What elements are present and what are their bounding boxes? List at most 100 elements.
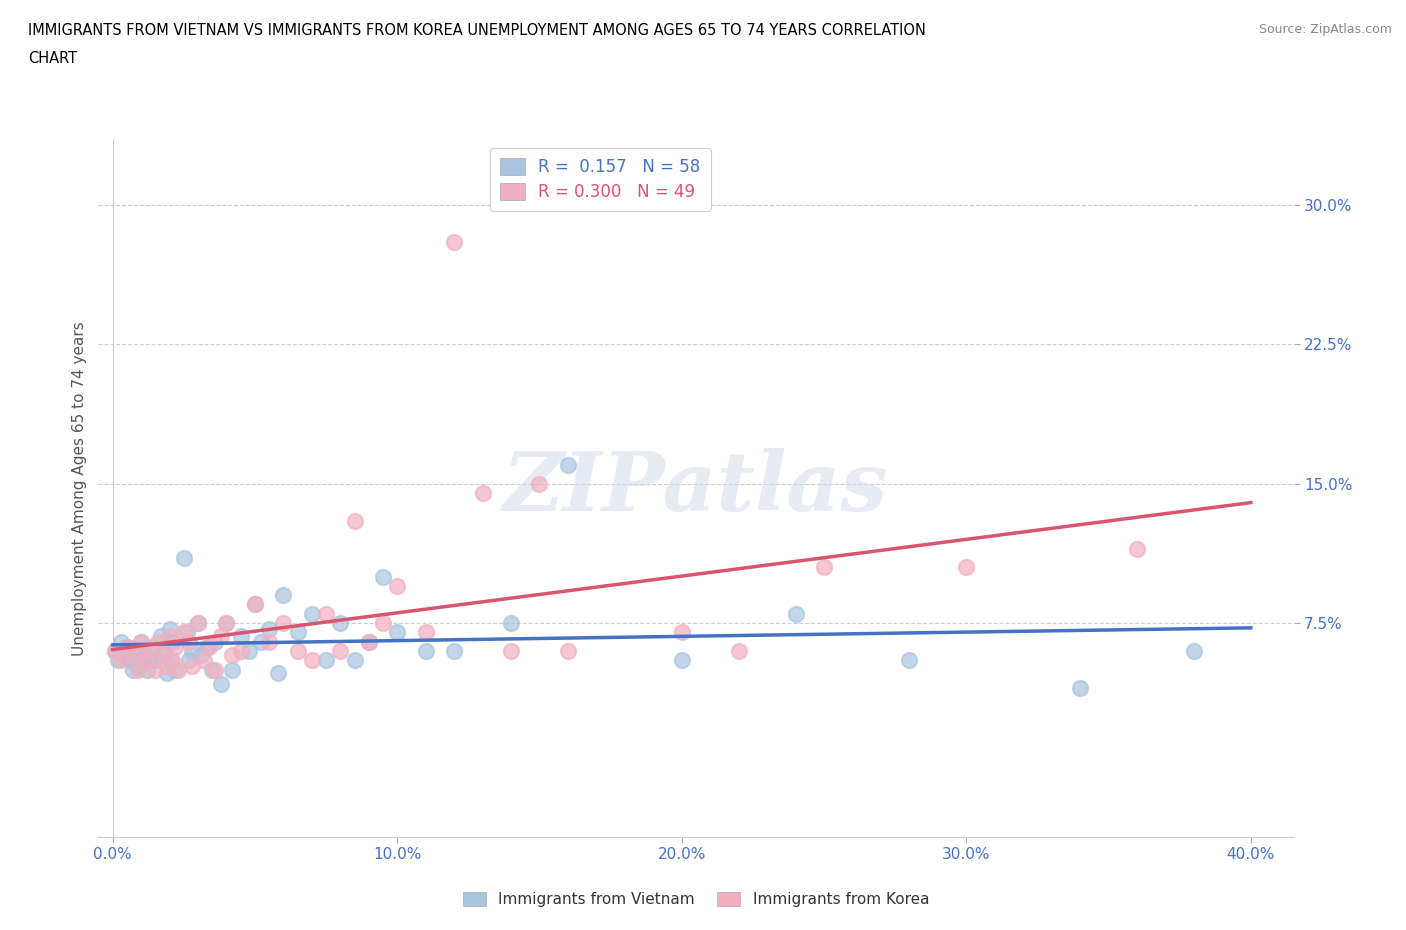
Text: ZIPatlas: ZIPatlas — [503, 448, 889, 528]
Point — [204, 634, 226, 649]
Point — [167, 662, 190, 677]
Point — [343, 513, 366, 528]
Point — [143, 662, 166, 677]
Point — [1126, 541, 1149, 556]
Text: Source: ZipAtlas.com: Source: ZipAtlas.com — [1258, 23, 1392, 36]
Point — [301, 606, 323, 621]
Point — [385, 625, 409, 640]
Point — [243, 597, 266, 612]
Point — [159, 653, 181, 668]
Point — [181, 644, 204, 658]
Point — [118, 653, 141, 668]
Point — [190, 647, 212, 662]
Point — [195, 640, 218, 655]
Point — [124, 644, 146, 658]
Point — [156, 658, 179, 673]
Point — [357, 634, 380, 649]
Point — [138, 653, 160, 668]
Point — [357, 634, 380, 649]
Point — [132, 647, 155, 662]
Point — [127, 662, 149, 677]
Point — [115, 640, 138, 655]
Point — [267, 666, 290, 681]
Point — [209, 677, 232, 692]
Point — [229, 644, 252, 658]
Point — [257, 621, 280, 636]
Point — [301, 653, 323, 668]
Point — [104, 644, 127, 658]
Point — [150, 629, 173, 644]
Point — [529, 476, 551, 491]
Point — [201, 662, 224, 677]
Point — [287, 625, 309, 640]
Point — [112, 647, 135, 662]
Point — [153, 644, 176, 658]
Point — [415, 625, 437, 640]
Point — [371, 616, 394, 631]
Text: IMMIGRANTS FROM VIETNAM VS IMMIGRANTS FROM KOREA UNEMPLOYMENT AMONG AGES 65 TO 7: IMMIGRANTS FROM VIETNAM VS IMMIGRANTS FR… — [28, 23, 927, 38]
Point — [187, 616, 209, 631]
Point — [557, 458, 579, 472]
Point — [243, 597, 266, 612]
Point — [273, 588, 295, 603]
Point — [671, 625, 693, 640]
Point — [138, 644, 160, 658]
Point — [179, 634, 201, 649]
Point — [209, 629, 232, 644]
Point — [129, 634, 152, 649]
Point — [415, 644, 437, 658]
Point — [135, 662, 157, 677]
Point — [173, 625, 195, 640]
Point — [385, 578, 409, 593]
Point — [110, 634, 132, 649]
Point — [315, 606, 337, 621]
Point — [221, 647, 243, 662]
Point — [249, 634, 271, 649]
Point — [215, 616, 238, 631]
Point — [329, 616, 352, 631]
Point — [443, 644, 465, 658]
Point — [173, 551, 195, 565]
Point — [221, 662, 243, 677]
Point — [955, 560, 977, 575]
Point — [499, 616, 522, 631]
Point — [813, 560, 835, 575]
Point — [471, 485, 494, 500]
Point — [1182, 644, 1205, 658]
Point — [179, 653, 201, 668]
Point — [215, 616, 238, 631]
Point — [785, 606, 807, 621]
Point — [229, 629, 252, 644]
Point — [127, 658, 149, 673]
Point — [129, 634, 152, 649]
Point — [499, 644, 522, 658]
Point — [153, 647, 176, 662]
Point — [238, 644, 260, 658]
Point — [162, 634, 184, 649]
Point — [204, 662, 226, 677]
Point — [162, 653, 184, 668]
Point — [115, 640, 138, 655]
Point — [557, 644, 579, 658]
Point — [135, 653, 157, 668]
Point — [165, 640, 187, 655]
Point — [176, 625, 198, 640]
Point — [159, 629, 181, 644]
Point — [273, 616, 295, 631]
Point — [141, 640, 163, 655]
Point — [329, 644, 352, 658]
Point — [671, 653, 693, 668]
Legend: Immigrants from Vietnam, Immigrants from Korea: Immigrants from Vietnam, Immigrants from… — [457, 885, 935, 913]
Point — [121, 662, 143, 677]
Point — [343, 653, 366, 668]
Point — [165, 662, 187, 677]
Point — [181, 658, 204, 673]
Point — [143, 653, 166, 668]
Point — [121, 647, 143, 662]
Point — [148, 634, 170, 649]
Point — [193, 653, 215, 668]
Point — [257, 634, 280, 649]
Point — [198, 640, 221, 655]
Point — [187, 616, 209, 631]
Point — [727, 644, 749, 658]
